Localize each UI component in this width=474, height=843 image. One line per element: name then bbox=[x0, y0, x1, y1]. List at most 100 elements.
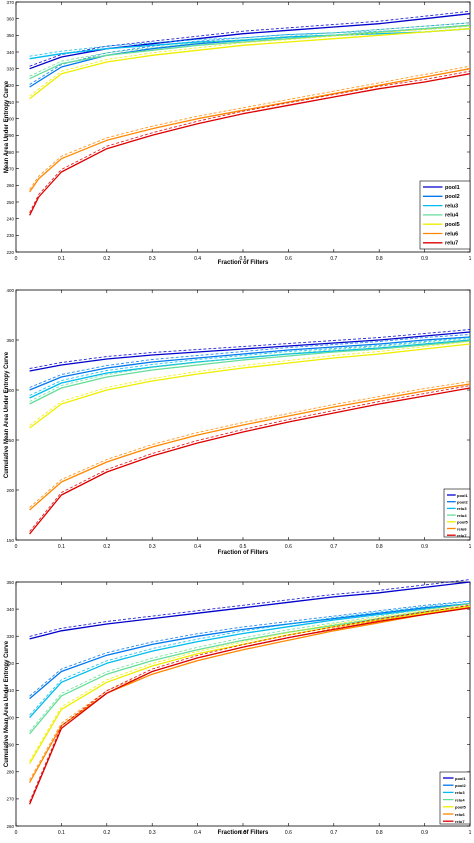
axes-box bbox=[15, 1, 471, 253]
series-dashed-pool1 bbox=[29, 329, 471, 369]
legend-label-pool2: pool2 bbox=[457, 500, 468, 505]
legend-label-relu3: relu3 bbox=[455, 790, 465, 795]
series-dashed-relu4 bbox=[29, 603, 471, 732]
legend-label-pool5: pool5 bbox=[457, 520, 468, 525]
y-tick-label: 320 bbox=[6, 661, 14, 666]
x-tick-label: 0.6 bbox=[285, 544, 292, 550]
y-tick-label: 250 bbox=[6, 438, 14, 443]
x-tick-label: 0.4 bbox=[194, 256, 201, 262]
x-tick-label: 0.6 bbox=[285, 256, 292, 262]
y-tick-label: 300 bbox=[6, 715, 14, 720]
series-line-relu3 bbox=[29, 603, 471, 719]
x-tick-label: 0 bbox=[15, 256, 18, 262]
x-tick-label: 0 bbox=[15, 544, 18, 550]
y-tick-label: 290 bbox=[6, 742, 14, 747]
x-tick-label: 0.8 bbox=[376, 830, 383, 836]
series-dashed-relu6 bbox=[29, 381, 471, 508]
y-tick-label: 220 bbox=[6, 250, 14, 255]
x-tick-label: 0.9 bbox=[421, 256, 428, 262]
legend-box bbox=[439, 771, 471, 825]
x-tick-label: 0.9 bbox=[421, 830, 428, 836]
x-axis-label: Fraction of Filters bbox=[218, 830, 269, 836]
legend-label-relu3: relu3 bbox=[445, 203, 458, 209]
chart-3: 0 0.1 0.2 0.3 0.4 0.5 0.6 0.7 0.8 0.9 1 260 270 280 29… bbox=[4, 579, 472, 836]
series-dashed-relu3 bbox=[29, 600, 471, 716]
x-tick-label: 0 bbox=[15, 830, 18, 836]
series-line-relu6 bbox=[29, 383, 471, 511]
x-tick-label: 0.2 bbox=[103, 256, 110, 262]
legend-label-pool2: pool2 bbox=[455, 783, 466, 788]
y-tick-label: 290 bbox=[6, 133, 14, 138]
y-tick-label: 280 bbox=[6, 770, 14, 775]
y-tick-label: 330 bbox=[6, 634, 14, 639]
x-tick-label: 1 bbox=[469, 830, 472, 836]
y-tick-label: 230 bbox=[6, 233, 14, 238]
y-tick-label: 270 bbox=[6, 166, 14, 171]
y-tick-label: 350 bbox=[6, 338, 14, 343]
y-tick-label: 340 bbox=[6, 50, 14, 55]
series-line-pool1 bbox=[29, 331, 471, 372]
series-line-relu7 bbox=[29, 607, 471, 805]
x-tick-label: 0.7 bbox=[330, 830, 337, 836]
y-tick-label: 320 bbox=[6, 83, 14, 88]
y-tick-label: 360 bbox=[6, 16, 14, 21]
chart-panel-1: 0 0.1 0.2 0.3 0.4 0.5 0.6 0.7 0.8 0.9 1 220 230 240 25… bbox=[0, 0, 474, 276]
x-tick-label: 0.3 bbox=[149, 830, 156, 836]
y-tick-label: 280 bbox=[6, 150, 14, 155]
x-axis-label: Fraction of Filters bbox=[218, 550, 269, 556]
series-dashed-pool5 bbox=[29, 341, 471, 426]
series-dashed-pool1 bbox=[29, 579, 471, 637]
legend-label-relu3: relu3 bbox=[457, 506, 467, 511]
series-line-pool2 bbox=[29, 24, 471, 88]
x-tick-label: 0.4 bbox=[194, 830, 201, 836]
x-tick-label: 0.8 bbox=[376, 544, 383, 550]
series-dashed-pool2 bbox=[29, 22, 471, 85]
x-tick-label: 0.2 bbox=[103, 544, 110, 550]
x-tick-label: 0.7 bbox=[330, 544, 337, 550]
series-line-pool5 bbox=[29, 343, 471, 429]
y-tick-label: 300 bbox=[6, 116, 14, 121]
y-tick-label: 260 bbox=[6, 824, 14, 829]
legend-label-pool2: pool2 bbox=[445, 194, 460, 200]
x-tick-label: 0.1 bbox=[58, 544, 65, 550]
legend-label-relu4: relu4 bbox=[455, 797, 465, 802]
series-dashed-pool2 bbox=[29, 334, 471, 388]
series-dashed-relu4 bbox=[29, 22, 471, 77]
y-axis-label: Cumulative Mean Area Under Entropy Curve bbox=[4, 351, 10, 478]
series-line-pool1 bbox=[29, 581, 471, 640]
x-tick-label: 1 bbox=[469, 544, 472, 550]
y-tick-label: 250 bbox=[6, 200, 14, 205]
x-tick-label: 0.5 bbox=[240, 256, 247, 262]
chart-2: 0 0.1 0.2 0.3 0.4 0.5 0.6 0.7 0.8 0.9 1 150 200 250 30… bbox=[4, 288, 472, 556]
y-tick-label: 200 bbox=[6, 488, 14, 493]
series-line-relu3 bbox=[29, 28, 471, 60]
series-dashed-pool2 bbox=[29, 600, 471, 697]
legend-label-pool1: pool1 bbox=[455, 776, 466, 781]
x-tick-label: 0.6 bbox=[285, 830, 292, 836]
legend-label-pool1: pool1 bbox=[445, 185, 460, 191]
x-tick-label: 0.4 bbox=[194, 544, 201, 550]
y-axis-label: Mean Area Under Entropy Curve bbox=[4, 80, 10, 173]
x-tick-label: 0.9 bbox=[421, 544, 428, 550]
x-tick-label: 0.7 bbox=[330, 256, 337, 262]
y-tick-label: 300 bbox=[6, 388, 14, 393]
y-tick-label: 150 bbox=[6, 538, 14, 543]
y-tick-label: 400 bbox=[6, 288, 14, 293]
legend-label-relu6: relu6 bbox=[445, 231, 458, 237]
x-tick-label: 0.3 bbox=[149, 544, 156, 550]
series-line-relu4 bbox=[29, 340, 471, 405]
legend-label-relu4: relu4 bbox=[445, 213, 459, 219]
series-line-relu6 bbox=[29, 68, 471, 193]
chart-panel-3: 0 0.1 0.2 0.3 0.4 0.5 0.6 0.7 0.8 0.9 1 260 270 280 29… bbox=[0, 576, 474, 838]
series-line-relu3 bbox=[29, 339, 471, 399]
series-dashed-pool5 bbox=[29, 603, 471, 762]
y-tick-label: 340 bbox=[6, 607, 14, 612]
y-tick-label: 370 bbox=[6, 0, 14, 5]
series-line-pool2 bbox=[29, 603, 471, 700]
y-tick-label: 310 bbox=[6, 688, 14, 693]
y-tick-label: 330 bbox=[6, 66, 14, 71]
series-dashed-relu4 bbox=[29, 338, 471, 402]
series-dashed-relu7 bbox=[29, 70, 471, 214]
